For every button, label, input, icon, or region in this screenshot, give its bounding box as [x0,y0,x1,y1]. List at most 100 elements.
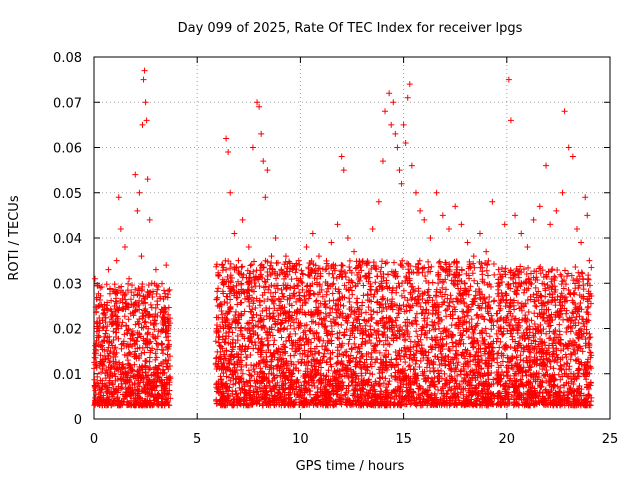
data-point-dense [147,301,154,308]
data-point-dense [163,400,170,407]
data-point-dense [125,344,132,351]
data-point-dense [111,289,118,296]
data-point-dense [146,312,153,318]
data-point-dense [103,367,110,374]
data-point-dense [135,367,142,374]
data-point-dense [466,275,473,282]
data-point-dense [471,264,478,271]
data-point-dense [164,399,171,406]
data-point-dense [91,365,98,372]
data-point-dense [113,387,120,394]
data-point-dense [103,281,110,288]
data-point-dense [328,322,335,329]
data-point-dense [370,308,377,315]
data-point-dense [93,294,100,301]
data-point-dense [389,296,396,303]
data-point-dense [447,292,454,299]
data-point-dense [112,353,119,360]
data-point-dense [454,263,461,270]
data-point-dense [144,344,151,351]
data-point-dense [127,385,134,392]
data-point-dense [373,335,380,342]
data-point-dense [366,270,373,277]
data-point-dense [146,354,153,361]
data-point-dense [165,304,172,311]
data-point-dense [406,362,413,369]
data-point-dense [92,394,99,401]
data-point-dense [338,322,345,329]
data-point-dense [166,387,173,394]
data-point-dense [155,373,162,380]
data-point-dense [166,373,173,380]
data-point-dense [159,350,166,357]
data-point-dense [354,316,361,323]
data-point-dense [158,402,165,409]
data-point-dense [273,275,280,282]
data-point-dense [442,307,449,314]
data-point-dense [163,379,170,386]
data-point-dense [147,392,154,399]
data-point-dense [215,285,222,292]
data-point-dense [214,288,221,295]
data-point-dense [296,289,303,296]
data-point-dense [139,375,146,382]
data-point-dense [400,287,407,294]
data-point-dense [346,336,353,343]
data-point-dense [365,259,372,266]
data-point-dense [91,350,98,357]
data-point-dense [122,290,129,297]
data-point-dense [106,359,113,366]
data-point-dense [111,281,118,288]
data-point-dense [97,352,104,359]
data-point-dense [119,401,126,408]
data-point-dense [103,327,110,334]
data-point-dense [376,381,383,388]
data-point-dense [125,301,132,308]
data-point-dense [114,321,121,328]
data-point-dense [268,259,275,266]
data-point-dense [165,324,172,331]
data-point-dense [153,320,160,327]
data-point-dense [154,333,161,340]
data-point-dense [238,281,245,288]
data-point-dense [338,357,345,364]
data-point-dense [124,287,131,294]
data-point-dense [439,284,446,291]
data-point-dense [415,338,422,345]
data-point-dense [149,313,156,320]
data-point-dense [382,337,389,344]
data-point-dense [128,397,135,404]
x-tick-label: 15 [395,432,412,447]
data-point-dense [100,310,107,317]
data-point-dense [453,295,460,302]
data-point-dense [142,364,149,371]
data-point-dense [279,290,286,297]
data-point-dense [474,311,481,318]
data-point-dense [154,298,161,305]
data-point-dense [153,290,160,297]
data-point-dense [353,354,360,361]
data-point-dense [112,290,119,297]
data-point-dense [315,349,322,356]
data-point-dense [568,351,575,358]
data-point-dense [413,310,420,317]
data-point-dense [340,302,347,309]
data-point-dense [368,286,375,293]
data-point-dense [144,372,151,379]
data-point-dense [367,340,374,347]
data-point-dense [145,376,152,383]
data-point-dense [346,264,353,271]
data-point-dense [166,353,173,360]
data-point-dense [132,286,139,293]
data-point-dense [346,359,353,366]
data-point-dense [214,322,221,329]
data-point-dense [139,366,146,373]
data-point-dense [139,315,146,322]
y-tick-label: 0.07 [53,96,82,111]
data-point-dense [283,338,290,345]
data-point-dense [407,338,414,345]
data-point-dense [144,331,151,338]
data-point-dense [92,361,99,368]
data-point-dense [150,322,157,329]
data-point-dense [129,327,136,334]
